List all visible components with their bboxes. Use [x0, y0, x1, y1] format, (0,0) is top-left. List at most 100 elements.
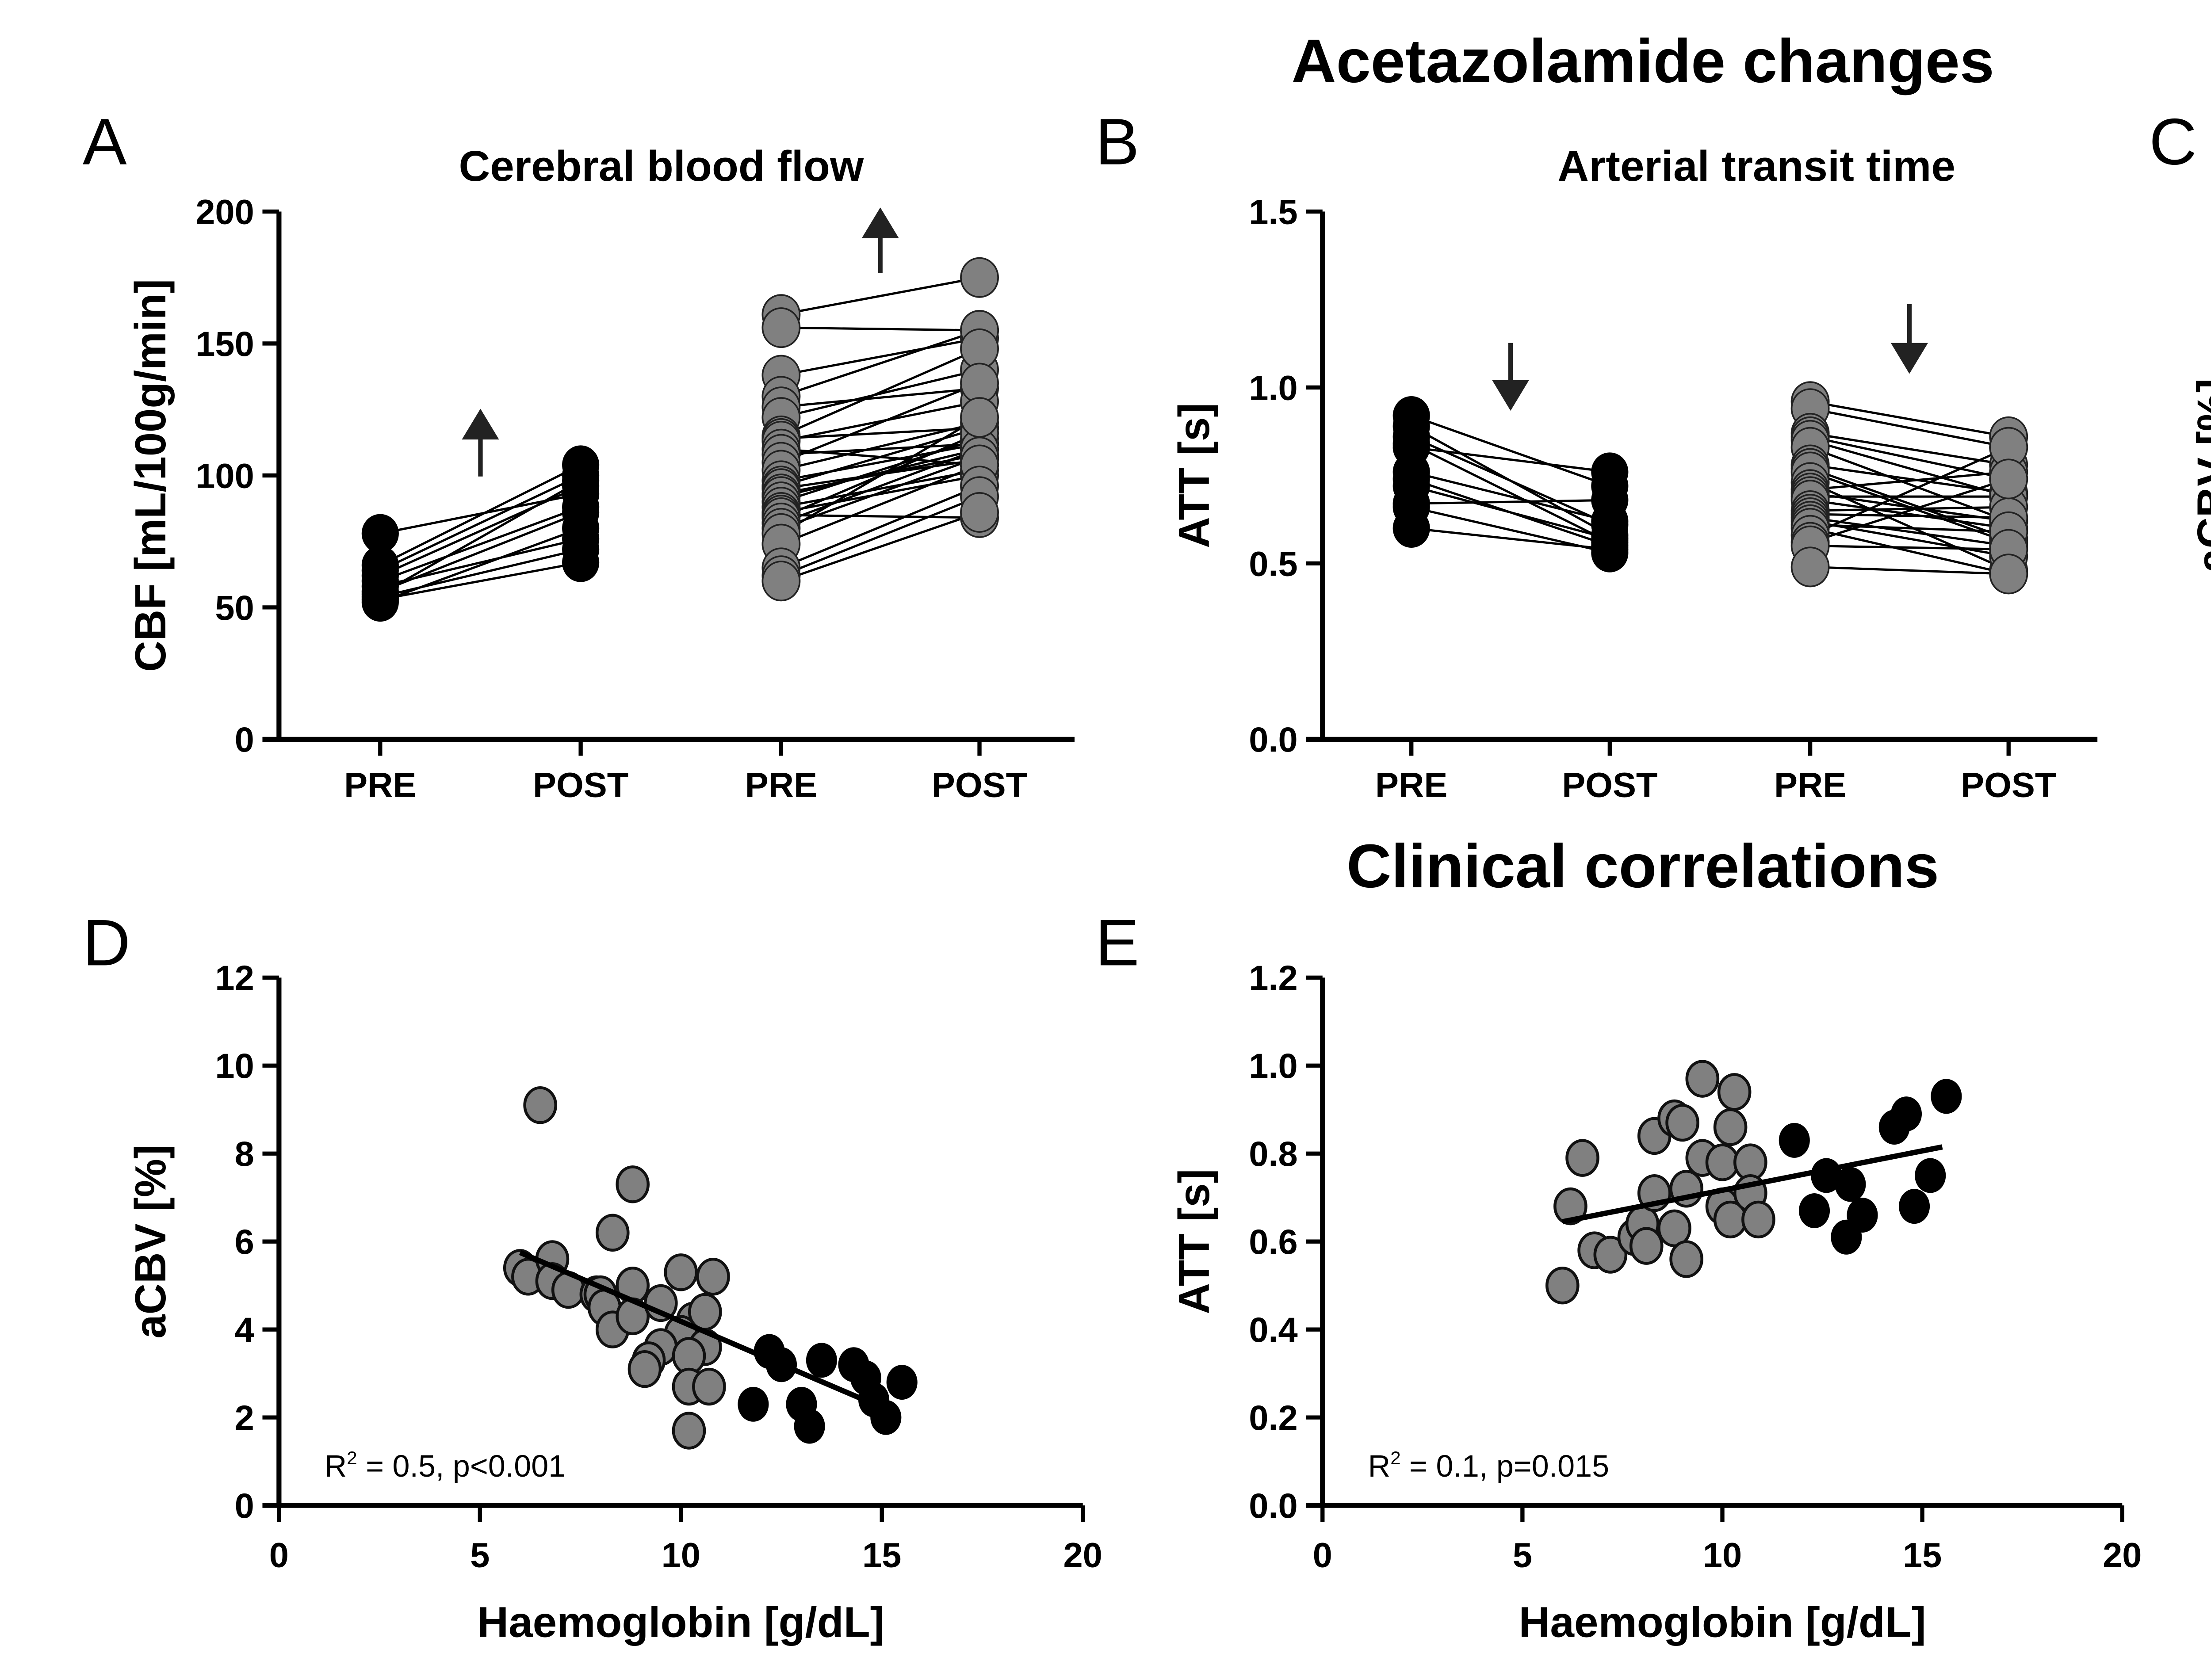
series-scd: [1790, 381, 2028, 595]
x-tick-label: 5: [1513, 1535, 1532, 1575]
y-tick-label: 2: [235, 1398, 254, 1437]
series-scd: [761, 257, 999, 602]
y-tick-label: 10: [215, 1046, 254, 1085]
pair-line: [1411, 443, 1610, 543]
x-tick-label: 0: [1313, 1535, 1332, 1575]
pair-line: [379, 506, 581, 582]
pair-line: [780, 276, 980, 316]
pair-line: [780, 400, 980, 443]
pair-line: [1411, 499, 1610, 505]
x-tick-label: PRE: [1774, 765, 1846, 805]
y-tick-label: 50: [215, 588, 254, 627]
x-tick-label: 20: [2103, 1535, 2142, 1575]
y-tick-label: 0.4: [1249, 1310, 1297, 1349]
pair-line: [1809, 467, 2009, 540]
data-point: [1593, 1236, 1628, 1274]
pair-line: [780, 495, 980, 577]
data-point: [870, 1400, 902, 1435]
y-tick-label: 0.8: [1249, 1134, 1297, 1173]
data-point: [761, 307, 801, 348]
pair-line: [1810, 520, 2009, 558]
data-point: [1591, 530, 1629, 569]
data-point: [960, 363, 999, 404]
panel-letter: E: [1095, 906, 1140, 980]
x-tick-label: 15: [862, 1535, 901, 1575]
pair-line: [780, 448, 980, 524]
data-point: [1779, 1123, 1810, 1158]
series-healthy: [738, 1334, 918, 1444]
x-tick-label: 0: [269, 1535, 289, 1575]
panel-e: E 0.0 0.2 0.4 0.6 0.8 1.0 1.2 ATT [s] 0 5 10 15 20 Hae…: [1095, 906, 2142, 1646]
linear-fit-line: [1562, 1144, 1943, 1225]
stats-annotation: R2 = 0.1, p=0.015: [1368, 1447, 1610, 1483]
data-point: [361, 514, 399, 553]
pair-line: [1810, 516, 2009, 547]
x-tick-label: 10: [1703, 1535, 1742, 1575]
arrow-up-icon: [462, 409, 499, 477]
pair-line: [1810, 523, 2009, 533]
stats-superscript: 2: [347, 1447, 357, 1468]
data-point: [1915, 1158, 1946, 1193]
y-tick-label: 0: [235, 1486, 254, 1525]
pair-line: [780, 485, 980, 569]
pair-line: [780, 511, 980, 582]
pair-line: [1810, 506, 2009, 512]
stats-r: R: [325, 1449, 347, 1483]
pair-line: [780, 437, 980, 503]
data-point: [1685, 1060, 1720, 1098]
section-title-acetazolamide: Acetazolamide changes: [1291, 26, 1994, 95]
pair-line: [780, 474, 980, 514]
data-point: [1890, 1096, 1922, 1132]
y-tick-label: 0.0: [1249, 1486, 1297, 1525]
pair-line: [780, 382, 980, 463]
y-tick-label: 0.5: [1249, 544, 1297, 583]
data-point: [696, 1258, 730, 1296]
pair-line: [780, 369, 980, 419]
data-point: [960, 257, 999, 298]
pair-line: [1810, 545, 2009, 551]
stats-annotation: R2 = 0.5, p<0.001: [325, 1447, 566, 1483]
panel-letter: D: [83, 906, 130, 980]
data-point: [960, 397, 999, 438]
y-tick-label: 0.0: [1249, 720, 1297, 759]
y-tick-label: 1.2: [1249, 958, 1297, 997]
pair-line: [781, 326, 980, 332]
data-point: [1565, 1139, 1599, 1177]
data-point: [1629, 1227, 1664, 1265]
y-tick-label: 200: [195, 192, 254, 232]
pair-line: [1810, 435, 2009, 480]
y-tick-label: 150: [195, 324, 254, 363]
pair-line: [780, 329, 980, 397]
x-axis-label: Haemoglobin [g/dL]: [1519, 1598, 1926, 1646]
data-point: [1591, 452, 1629, 492]
data-point: [1392, 508, 1430, 548]
pair-line: [379, 511, 581, 593]
data-point: [960, 328, 999, 369]
data-point: [1741, 1200, 1775, 1239]
panel-c: C0246810aCBV [%]Cerebral blood volumePRE…: [2149, 105, 2211, 573]
data-point: [672, 1412, 706, 1450]
x-tick-label: 5: [470, 1535, 490, 1575]
pair-line: [379, 527, 581, 603]
pair-line: [780, 347, 980, 437]
pair-line: [780, 456, 980, 530]
pair-line: [1809, 446, 2009, 537]
y-tick-label: 8: [235, 1134, 254, 1173]
data-point: [1717, 1073, 1752, 1111]
y-tick-label: 1.0: [1249, 1046, 1297, 1085]
pair-line: [1810, 513, 2009, 519]
pair-line: [1810, 527, 2009, 575]
data-point: [1545, 1266, 1580, 1305]
data-point: [616, 1165, 650, 1203]
data-point: [806, 1343, 837, 1378]
data-point: [761, 561, 801, 602]
x-tick-label: 15: [1903, 1535, 1942, 1575]
data-point: [1835, 1167, 1866, 1202]
data-point: [1898, 1189, 1930, 1224]
pair-line: [379, 485, 581, 577]
pair-line: [780, 421, 980, 471]
data-point: [562, 508, 600, 548]
stats-superscript: 2: [1390, 1447, 1400, 1468]
stats-r: R: [1368, 1449, 1391, 1483]
